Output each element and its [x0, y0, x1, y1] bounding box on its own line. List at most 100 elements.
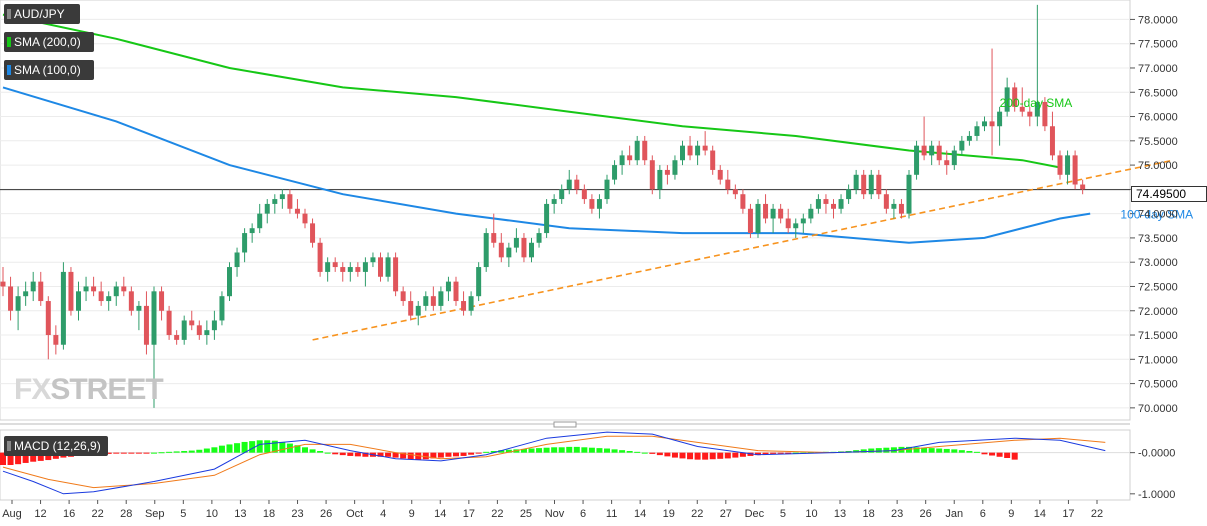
x-tick-label: 12	[34, 508, 46, 520]
candle-body	[317, 242, 323, 272]
y-tick-label: 74.0000	[1138, 209, 1178, 221]
macd-histogram-bar	[271, 440, 278, 453]
candle-body	[702, 145, 708, 151]
x-tick-label: 18	[263, 508, 275, 520]
macd-histogram-bar	[664, 452, 671, 457]
candle-body	[151, 291, 157, 345]
macd-line	[2, 431, 1106, 495]
x-tick-label: 22	[1091, 508, 1103, 520]
candle-body	[1042, 101, 1048, 127]
candle-body	[294, 208, 300, 214]
macd-histogram-bar	[777, 452, 784, 454]
macd-histogram-bar	[619, 450, 626, 453]
x-tick-label: 5	[780, 508, 786, 520]
macd-histogram-bar	[860, 449, 867, 453]
sma-200-legend[interactable]: SMA (200,0)	[4, 32, 94, 52]
candle-body	[883, 194, 889, 209]
macd-histogram-bar	[7, 452, 14, 465]
macd-histogram-bar	[951, 449, 958, 453]
candle-body	[808, 208, 814, 219]
macd-histogram-bar	[611, 449, 618, 453]
macd-histogram-bar	[445, 452, 452, 457]
candle-body	[664, 169, 670, 175]
x-tick-labels: Aug 12 16 22 28 Sep 5 10 13 18 23 26 Oct 4 9 14 17 22 25 No…	[2, 508, 1103, 520]
candle-body	[68, 271, 74, 311]
macd-histogram-bar	[181, 451, 188, 453]
price-grid	[0, 0, 1131, 501]
candle-body	[257, 213, 263, 229]
macd-histogram-bar	[1011, 452, 1018, 460]
x-tick-label: 22	[691, 508, 703, 520]
macd-histogram-bar	[400, 452, 407, 459]
macd-histogram-bar	[0, 452, 6, 465]
candle-body	[559, 189, 565, 200]
macd-histogram-bar	[596, 448, 603, 453]
candle-body	[951, 150, 957, 166]
candle-body	[695, 145, 701, 156]
candle-body	[340, 267, 346, 272]
candle-body	[793, 223, 799, 229]
candle-body	[1049, 126, 1055, 156]
x-tick-label: 13	[234, 508, 246, 520]
candle-body	[604, 179, 610, 200]
y-tick-label: 73.0000	[1138, 257, 1178, 269]
sma-100-line	[2, 86, 1091, 244]
macd-histogram-bar	[120, 452, 127, 454]
x-tick-label: Dec	[745, 508, 765, 520]
macd-histogram-bar	[551, 447, 558, 453]
candle-body	[332, 262, 338, 268]
candle-body	[136, 305, 142, 311]
candle-body	[1019, 106, 1025, 112]
macd-histogram-bar	[626, 451, 633, 453]
macd-legend[interactable]: MACD (12,26,9)	[4, 436, 108, 456]
symbol-legend[interactable]: AUD/JPY	[4, 4, 80, 24]
candle-body	[657, 169, 663, 190]
candle-body	[687, 145, 693, 156]
candle-body	[906, 174, 912, 214]
y-tick-label: 77.5000	[1138, 39, 1178, 51]
candle-body	[272, 199, 278, 204]
candle-body	[242, 233, 248, 253]
x-tick-label: Aug	[2, 508, 22, 520]
candle-body	[393, 257, 399, 292]
macd-histogram-bar	[203, 448, 210, 453]
candle-body	[800, 218, 806, 224]
x-tick-label: 19	[663, 508, 675, 520]
candle-body	[234, 252, 240, 268]
x-tick-label: 10	[805, 508, 817, 520]
candle-body	[279, 194, 285, 200]
candle-body	[785, 218, 791, 229]
candle-body	[498, 242, 504, 258]
sma-100-legend[interactable]: SMA (100,0)	[4, 60, 94, 80]
x-tick-label: 23	[291, 508, 303, 520]
macd-histogram-bar	[724, 452, 731, 459]
x-tick-label: 11	[606, 508, 617, 520]
macd-histogram-bar	[453, 452, 459, 457]
candle-body	[755, 203, 761, 234]
macd-histogram-bar	[543, 447, 550, 453]
macd-histogram-bar	[354, 452, 361, 457]
macd-histogram-bar	[883, 447, 890, 453]
candle-body	[8, 286, 14, 311]
candle-body	[846, 189, 852, 200]
macd-histogram-bar	[234, 443, 241, 453]
candle-body	[982, 121, 987, 127]
macd-histogram-bar	[634, 451, 641, 453]
macd-plot-area	[0, 429, 1131, 501]
candle-body	[1072, 155, 1078, 185]
x-tick-label: Jan	[945, 508, 963, 520]
x-tick-label: 4	[380, 508, 386, 520]
macd-histogram-bar	[913, 447, 920, 453]
candle-body	[385, 257, 391, 277]
candle-body	[355, 267, 361, 272]
macd-histogram-bar	[890, 447, 897, 453]
macd-histogram-bar	[279, 441, 286, 453]
support-trendline	[312, 159, 1174, 341]
candle-body	[196, 325, 202, 336]
candle-body	[914, 145, 920, 175]
candle-body	[1057, 155, 1063, 175]
sma-200-label: SMA (200,0)	[14, 35, 81, 49]
x-tick-label: 27	[720, 508, 732, 520]
macd-histogram-bar	[641, 452, 648, 454]
macd-histogram-bar	[196, 449, 203, 453]
